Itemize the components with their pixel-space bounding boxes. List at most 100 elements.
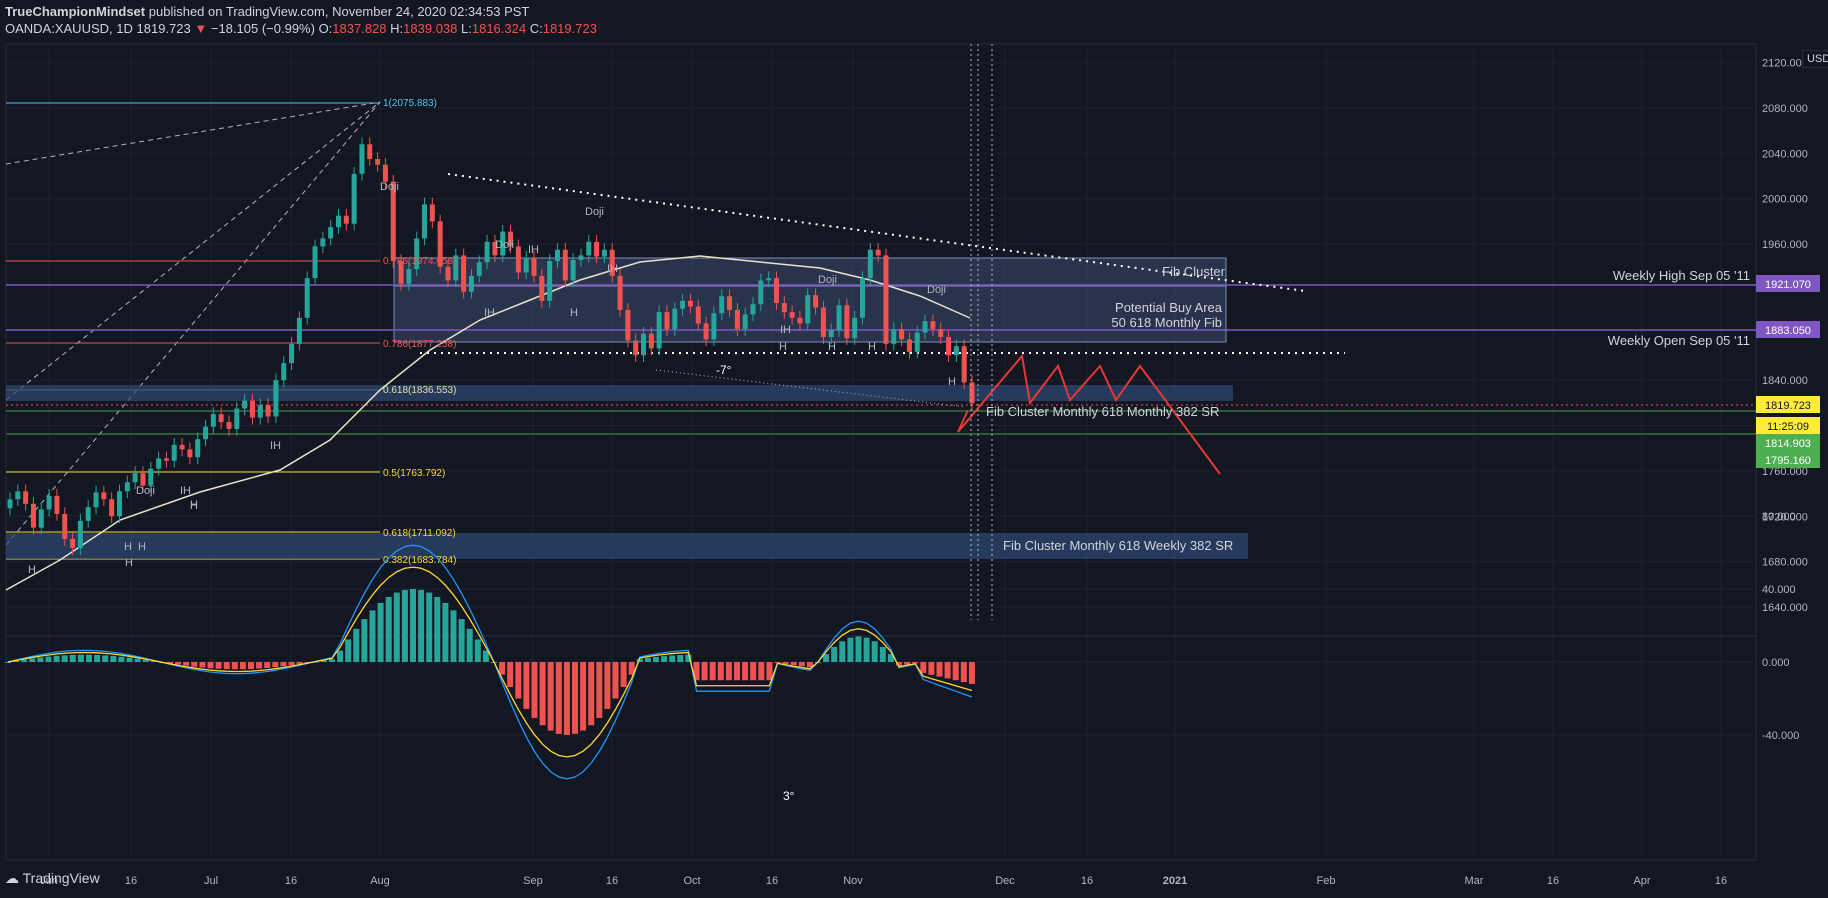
macd-histogram-bar — [912, 662, 919, 664]
candle — [562, 249, 568, 281]
macd-histogram-bar — [685, 654, 692, 662]
candle — [38, 509, 44, 528]
macd-histogram-bar — [693, 662, 700, 681]
annotation-label: 0.786(1877.258) — [383, 339, 456, 350]
last-price: 1819.723 — [136, 21, 191, 36]
brand-label: TradingView — [22, 870, 100, 886]
candle — [70, 538, 76, 549]
candle — [257, 405, 263, 418]
sr-zone-upper[interactable] — [6, 385, 1233, 401]
y-tick-label: 1680.000 — [1762, 557, 1808, 569]
candle — [860, 278, 866, 318]
macd-histogram-bar — [13, 660, 20, 662]
annotation-label: 0.618(1711.092) — [383, 528, 456, 539]
macd-y-tick-label: 40.000 — [1762, 584, 1796, 596]
macd-histogram-bar — [790, 662, 797, 666]
candle — [758, 280, 764, 305]
macd-histogram-bar — [482, 650, 489, 662]
candle — [484, 241, 490, 263]
sr-zone-lower[interactable] — [6, 533, 1248, 559]
macd-histogram-bar — [264, 662, 271, 668]
annotation-label: 1(2075.883) — [383, 98, 437, 109]
macd-histogram-bar — [936, 662, 943, 677]
candle — [289, 343, 295, 364]
currency-button[interactable]: USD — [1802, 50, 1828, 68]
candle — [578, 255, 584, 260]
annotation-label: 0.618(1836.553) — [383, 385, 456, 396]
candle — [242, 400, 248, 409]
y-tick-label: 2120.000 — [1762, 58, 1808, 70]
annotation-label: 50 618 Monthly Fib — [1111, 315, 1222, 330]
macd-histogram-bar — [960, 662, 967, 683]
x-tick-label: 16 — [285, 875, 297, 887]
macd-histogram-bar — [77, 654, 84, 662]
pattern-label: Doji — [136, 485, 155, 497]
candle — [234, 408, 240, 429]
candle — [781, 303, 787, 313]
macd-histogram-bar — [701, 662, 708, 681]
candle — [156, 458, 162, 469]
x-tick-label: 16 — [1715, 875, 1727, 887]
candle — [789, 312, 795, 318]
macd-histogram-bar — [353, 628, 360, 662]
macd-histogram-bar — [167, 662, 173, 664]
candle — [140, 473, 146, 486]
macd-histogram-bar — [393, 592, 400, 662]
macd-histogram-bar — [531, 662, 538, 718]
macd-histogram-bar — [612, 662, 619, 699]
candle — [320, 238, 326, 247]
macd-histogram-bar — [547, 662, 554, 731]
candle — [766, 278, 772, 281]
candle — [953, 346, 959, 356]
moving-average-line — [5, 255, 971, 591]
macd-histogram-bar — [320, 660, 327, 662]
x-tick-label: Oct — [683, 875, 700, 887]
pattern-label: IH — [180, 485, 191, 497]
candle — [109, 499, 115, 517]
pattern-label: H — [828, 341, 836, 353]
candle — [515, 246, 521, 273]
symbol-label[interactable]: OANDA:XAUUSD, 1D — [5, 21, 133, 36]
candle — [375, 159, 381, 165]
y-tick-label: 1960.000 — [1762, 239, 1808, 251]
x-tick-label: Dec — [995, 875, 1015, 887]
macd-histogram-bar — [669, 655, 676, 662]
candle — [719, 296, 725, 314]
candle — [343, 215, 349, 224]
macd-histogram-bar — [280, 662, 287, 667]
candle — [163, 458, 169, 461]
macd-histogram-bar — [620, 662, 627, 687]
macd-histogram-bar — [539, 662, 546, 726]
macd-histogram-bar — [709, 662, 716, 681]
tradingview-logo[interactable]: ☁ TradingView — [5, 870, 100, 887]
macd-histogram-bar — [450, 610, 457, 662]
x-tick-label: Sep — [523, 875, 543, 887]
macd-histogram-bar — [644, 657, 651, 662]
candle — [15, 491, 21, 500]
macd-histogram-bar — [458, 619, 465, 662]
annotation-label: 0.786(1974.658) — [383, 256, 456, 267]
pattern-label: Doji — [927, 284, 946, 296]
candle — [390, 181, 396, 262]
macd-histogram-bar — [596, 662, 603, 718]
macd-histogram-bar — [94, 654, 101, 662]
macd-histogram-bar — [580, 662, 587, 731]
macd-histogram-bar — [199, 662, 206, 668]
candle — [664, 312, 670, 330]
candle — [101, 492, 107, 500]
candle — [492, 241, 498, 256]
candle — [367, 144, 373, 160]
candle — [586, 241, 592, 256]
candle — [875, 249, 881, 256]
macd-pane[interactable] — [5, 635, 1757, 861]
candle — [382, 164, 388, 182]
pattern-label: H — [28, 564, 36, 576]
macd-histogram-bar — [750, 662, 757, 681]
candle — [820, 307, 826, 338]
author-name[interactable]: TrueChampionMindset — [5, 4, 146, 19]
macd-histogram-bar — [604, 662, 611, 709]
macd-histogram-bar — [717, 662, 724, 681]
macd-histogram-bar — [466, 628, 473, 662]
fib-extension-line — [5, 101, 381, 546]
